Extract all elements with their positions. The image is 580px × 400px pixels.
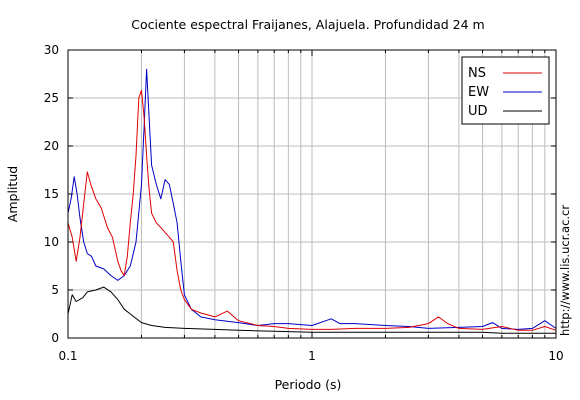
axis-ticks: 0 5 10 15 20 25 30 0.1 1 10 <box>44 43 564 363</box>
x-axis-label: Periodo (s) <box>275 377 342 392</box>
chart-title: Cociente espectral Fraijanes, Alajuela. … <box>131 17 484 32</box>
y-tick-label: 30 <box>44 43 59 57</box>
legend-label-ew: EW <box>468 85 489 100</box>
y-tick-label: 25 <box>44 91 59 105</box>
x-tick-label: 0.1 <box>58 349 77 363</box>
series-lines <box>67 68 557 334</box>
series-line-ud <box>67 286 556 334</box>
legend-box <box>461 56 550 125</box>
legend-label-ud: UD <box>468 104 488 119</box>
y-tick-label: 10 <box>44 235 59 249</box>
y-tick-label: 15 <box>44 187 59 201</box>
y-tick-label: 20 <box>44 139 59 153</box>
series-line-ns <box>67 89 557 331</box>
x-tick-label: 1 <box>308 349 316 363</box>
legend-label-ns: NS <box>468 66 486 81</box>
source-url-note: http://www.lis.ucr.ac.cr <box>558 205 572 336</box>
y-tick-label: 5 <box>51 283 59 297</box>
y-axis-label: Amplitud <box>5 166 20 222</box>
series-line-ew <box>67 68 557 330</box>
y-tick-label: 0 <box>51 331 59 345</box>
legend: NS EW UD <box>461 56 550 125</box>
x-tick-label: 10 <box>548 349 563 363</box>
